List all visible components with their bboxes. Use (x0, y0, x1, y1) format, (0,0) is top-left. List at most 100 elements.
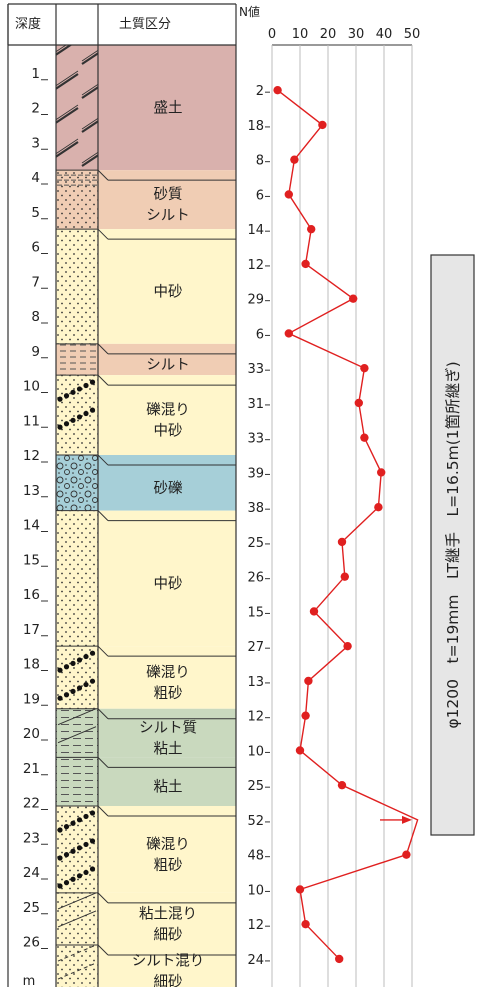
depth-label: 6 (31, 240, 40, 256)
layer-pattern (56, 455, 98, 511)
n-value-point (290, 155, 299, 164)
gravel-dot (57, 424, 63, 430)
layer-boundary-slant (97, 510, 109, 522)
depth-label: 1 (31, 66, 40, 82)
depth-label: 9 (31, 344, 40, 360)
layer-boundary-slant (97, 374, 109, 386)
gravel-dot (70, 389, 76, 395)
depth-unit: m (23, 974, 36, 987)
layer-name-cell (98, 343, 236, 376)
n-value-label: 25 (247, 779, 264, 794)
n-value-point (335, 954, 344, 964)
gravel-dot (57, 667, 63, 673)
depth-label: 13 (23, 483, 40, 499)
n-value-label: 18 (247, 119, 264, 134)
n-value-point (284, 190, 293, 199)
pile-spec-background (430, 254, 475, 836)
x-tick-label: 50 (404, 27, 421, 42)
gravel-dot (89, 810, 96, 816)
gravel-dot (57, 396, 63, 402)
gravel-dot (89, 650, 96, 656)
x-tick-label: 40 (376, 27, 393, 42)
n-value-point (295, 746, 305, 755)
n-value-point (301, 711, 310, 720)
n-value-label: 31 (247, 397, 264, 412)
n-value-label: 12 (247, 710, 264, 725)
depth-column: 1234567891011121314151617181920212223242… (23, 66, 48, 987)
layer-boundary-slant (97, 454, 109, 466)
gravel-dot (83, 382, 89, 389)
layer-name-cell (98, 229, 236, 344)
n-value-label: 25 (247, 536, 264, 551)
n-value-label: 8 (256, 154, 264, 169)
n-value-point (360, 363, 369, 373)
layer-name: 細砂 (154, 974, 183, 987)
layer-name-cell (98, 892, 236, 946)
gravel-dot (70, 820, 76, 826)
depth-label: 24 (23, 865, 40, 881)
gravel-dot (63, 393, 70, 399)
table-frame (7, 3, 237, 987)
n-value-point (295, 885, 305, 894)
n-value-label: 14 (247, 223, 264, 238)
layer-hatch (57, 708, 97, 726)
gravel-dot (83, 813, 89, 820)
n-value-label: 39 (247, 466, 264, 481)
depth-label: 16 (23, 587, 40, 603)
depth-label: 14 (23, 518, 40, 534)
depth-label: 11 (23, 413, 40, 429)
depth-label: 7 (31, 274, 40, 290)
layer-boundary-slant (97, 944, 109, 956)
depth-label: 2 (31, 101, 40, 117)
layer-pattern (56, 45, 98, 171)
gravel-dot (70, 688, 76, 694)
pile-spec-label: φ1200 t=19mm LT継手 L=16.5m(1箇所継ぎ) (444, 361, 462, 728)
n-value-point (304, 676, 313, 686)
n-value-label: 48 (247, 849, 264, 864)
layer-name-cell (98, 375, 236, 456)
n-value-label: 27 (247, 640, 264, 655)
layer-pattern (56, 945, 98, 987)
layer-hatch (57, 726, 97, 744)
layer-hatch (57, 892, 97, 910)
layer-name-cell (98, 806, 236, 893)
layer-name: 中砂 (154, 423, 183, 440)
n-value-label: 33 (247, 432, 264, 447)
layer-name: 中砂 (154, 284, 183, 301)
gravel-dot (63, 824, 70, 830)
gravel-dot (57, 827, 63, 833)
layer-boundary-slant (97, 228, 109, 240)
layer-pattern (56, 170, 98, 230)
gravel-dot (89, 678, 96, 684)
layer-pattern (56, 343, 98, 376)
gravel-dot (57, 855, 63, 861)
n-value-label: 10 (247, 744, 264, 759)
layer-name: 盛土 (154, 100, 183, 117)
x-tick-label: 30 (348, 27, 365, 42)
layer-name: 中砂 (154, 575, 183, 592)
n-value-label: 6 (256, 188, 264, 203)
n-value-label: 33 (247, 362, 264, 377)
n-value-point (337, 780, 347, 790)
n-value-label: 12 (247, 918, 264, 933)
x-tick-label: 20 (320, 27, 337, 42)
layer-name: 粗砂 (154, 685, 183, 702)
gravel-dot (89, 866, 96, 872)
layer-name: 礫混り (146, 836, 190, 853)
depth-label: 25 (23, 900, 40, 916)
gravel-dot (70, 660, 76, 666)
layer-pattern (56, 708, 98, 758)
gravel-dot (83, 869, 89, 876)
n-value-point (374, 502, 383, 512)
layer-name: シルト (146, 208, 190, 224)
gravel-dot (89, 379, 96, 385)
depth-label: 15 (23, 552, 40, 568)
layer-boundary-slant (97, 343, 109, 355)
depth-label: 8 (31, 309, 40, 325)
layer-name: 砂質 (154, 185, 183, 203)
layer-name: 礫混り (146, 664, 190, 681)
depth-label: 19 (23, 691, 40, 707)
depth-label: 4 (31, 170, 40, 186)
n-value-line (277, 89, 419, 960)
